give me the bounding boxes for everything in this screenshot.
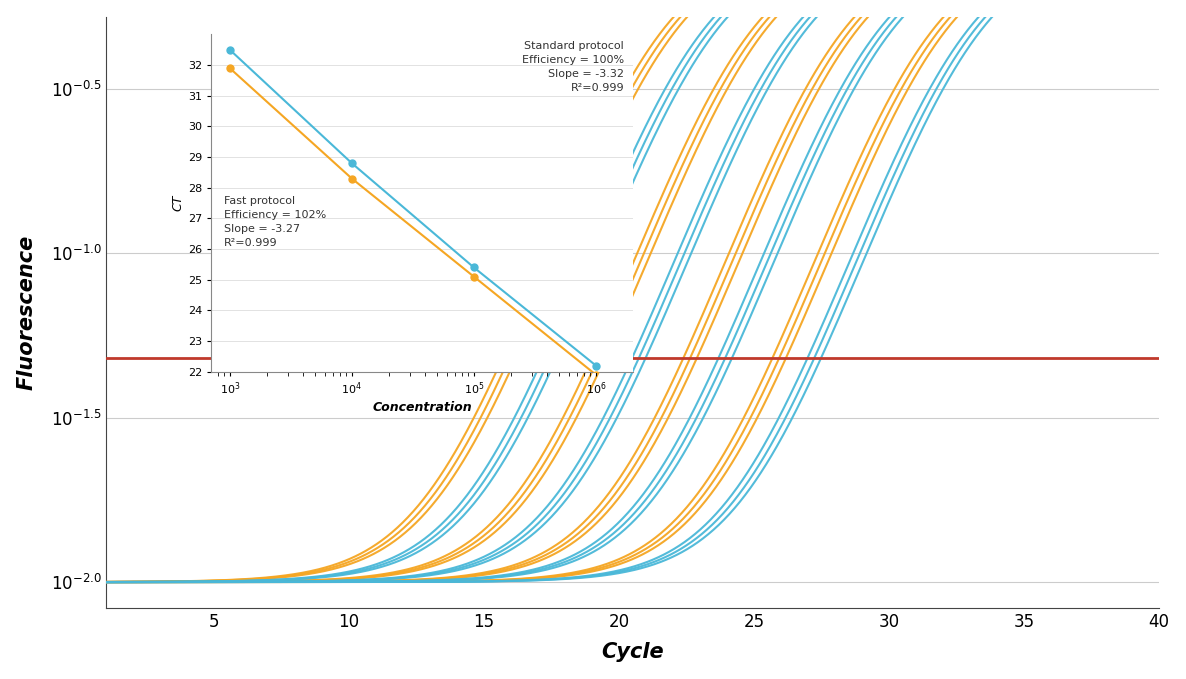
Y-axis label: Fluorescence: Fluorescence: [17, 235, 37, 390]
X-axis label: Cycle: Cycle: [601, 642, 664, 662]
